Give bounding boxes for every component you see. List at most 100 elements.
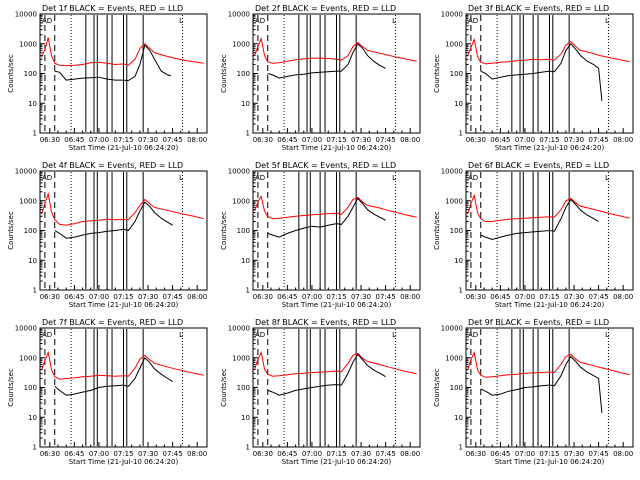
x-tick-label: 07:00 xyxy=(89,450,109,458)
y-tick-label: 1000 xyxy=(445,197,463,205)
x-tick-label: 07:00 xyxy=(302,293,322,301)
x-tick-label: 07:30 xyxy=(138,450,158,458)
x-tick-label: 06:30 xyxy=(253,293,273,301)
x-tick-label: 08:00 xyxy=(400,136,420,144)
series-line-lld xyxy=(254,36,417,64)
panel-3: Det 3f BLACK = Events, RED = LLD AD L 1 10 10… xyxy=(433,4,634,152)
y-tick-label: 100 xyxy=(24,70,37,78)
y-tick-label: 10000 xyxy=(228,325,250,333)
x-tick-label: 07:15 xyxy=(326,293,346,301)
y-tick-label: 100 xyxy=(237,70,250,78)
x-tick-label: 07:30 xyxy=(351,450,371,458)
x-tick-label: 07:30 xyxy=(564,450,584,458)
x-tick-label: 07:45 xyxy=(163,136,183,144)
y-tick-label: 10 xyxy=(28,414,37,422)
series-line-lld xyxy=(467,350,630,378)
series-line-events xyxy=(54,356,173,396)
y-tick-label: 1 xyxy=(33,287,37,295)
x-tick-label: 07:00 xyxy=(302,450,322,458)
x-tick-label: 07:15 xyxy=(113,136,133,144)
x-tick-label: 06:45 xyxy=(277,136,297,144)
corner-mark-right: L xyxy=(392,174,396,182)
y-tick-label: 10 xyxy=(28,257,37,265)
y-tick-label: 10 xyxy=(241,414,250,422)
x-tick-label: 08:00 xyxy=(187,293,207,301)
panel-title: Det 5f BLACK = Events, RED = LLD xyxy=(255,161,396,170)
series-line-lld xyxy=(254,195,417,220)
y-tick-label: 100 xyxy=(450,384,463,392)
y-tick-label: 1 xyxy=(459,287,463,295)
x-axis-label: Start Time (21-Jul-10 06:24:20) xyxy=(69,458,179,466)
panel-6: Det 6f BLACK = Events, RED = LLD AD L 1 10 10… xyxy=(433,161,634,309)
corner-mark-left: AD xyxy=(255,174,265,182)
x-tick-label: 06:30 xyxy=(253,136,273,144)
corner-mark-left: AD xyxy=(42,174,52,182)
y-tick-label: 1000 xyxy=(445,40,463,48)
y-tick-label: 1 xyxy=(459,444,463,452)
series-line-events xyxy=(267,42,386,79)
x-axis-label: Start Time (21-Jul-10 06:24:20) xyxy=(282,458,392,466)
x-tick-label: 07:45 xyxy=(376,293,396,301)
x-tick-label: 08:00 xyxy=(400,293,420,301)
series-line-events xyxy=(480,198,599,241)
series-line-events xyxy=(54,44,172,82)
y-axis-label: Counts/sec xyxy=(220,368,228,407)
series-line-lld xyxy=(467,37,630,65)
x-tick-label: 07:00 xyxy=(89,136,109,144)
x-tick-label: 07:00 xyxy=(515,136,535,144)
corner-mark-left: AD xyxy=(255,17,265,25)
y-axis-label: Counts/sec xyxy=(433,54,441,93)
x-tick-label: 08:00 xyxy=(187,450,207,458)
panel-title: Det 6f BLACK = Events, RED = LLD xyxy=(468,161,609,170)
x-tick-label: 06:30 xyxy=(466,136,486,144)
x-tick-label: 07:00 xyxy=(515,293,535,301)
y-tick-label: 100 xyxy=(450,227,463,235)
x-tick-label: 07:45 xyxy=(589,293,609,301)
x-tick-label: 08:00 xyxy=(613,293,633,301)
x-tick-label: 06:30 xyxy=(40,293,60,301)
panel-title: Det 1f BLACK = Events, RED = LLD xyxy=(42,4,183,13)
y-axis-label: Counts/sec xyxy=(7,368,15,407)
panel-9: Det 9f BLACK = Events, RED = LLD AD L 1 10 10… xyxy=(433,318,634,466)
corner-mark-right: L xyxy=(179,17,183,25)
y-tick-label: 10000 xyxy=(15,325,37,333)
panel-title: Det 9f BLACK = Events, RED = LLD xyxy=(468,318,609,327)
corner-mark-right: L xyxy=(605,174,609,182)
y-tick-label: 1000 xyxy=(232,197,250,205)
series-line-events xyxy=(480,355,603,413)
series-line-lld xyxy=(254,350,417,377)
x-tick-label: 07:00 xyxy=(515,450,535,458)
y-tick-label: 10 xyxy=(241,257,250,265)
y-tick-label: 1 xyxy=(459,130,463,138)
corner-mark-left: AD xyxy=(468,174,478,182)
series-line-lld xyxy=(467,193,630,222)
panel-4: Det 4f BLACK = Events, RED = LLD AD L 1 10 10… xyxy=(7,161,208,309)
x-tick-label: 06:45 xyxy=(490,450,510,458)
x-tick-label: 06:30 xyxy=(253,450,273,458)
corner-mark-right: L xyxy=(179,174,183,182)
corner-mark-left: AD xyxy=(255,331,265,339)
x-tick-label: 08:00 xyxy=(400,450,420,458)
y-tick-label: 1 xyxy=(246,444,250,452)
panel-2: Det 2f BLACK = Events, RED = LLD AD L 1 10 10… xyxy=(220,4,421,152)
y-tick-label: 100 xyxy=(237,227,250,235)
y-tick-label: 1 xyxy=(33,130,37,138)
corner-mark-right: L xyxy=(179,331,183,339)
x-tick-label: 07:15 xyxy=(539,293,559,301)
corner-mark-left: AD xyxy=(42,331,52,339)
x-tick-label: 07:30 xyxy=(138,136,158,144)
x-axis-label: Start Time (21-Jul-10 06:24:20) xyxy=(69,144,179,152)
x-tick-label: 07:45 xyxy=(589,450,609,458)
x-tick-label: 07:15 xyxy=(539,136,559,144)
y-tick-label: 1000 xyxy=(19,197,37,205)
y-tick-label: 1000 xyxy=(19,40,37,48)
x-tick-label: 07:30 xyxy=(564,136,584,144)
y-tick-label: 100 xyxy=(24,227,37,235)
x-tick-label: 07:30 xyxy=(138,293,158,301)
x-tick-label: 06:45 xyxy=(490,293,510,301)
x-tick-label: 07:45 xyxy=(376,136,396,144)
x-tick-label: 07:15 xyxy=(326,450,346,458)
y-tick-label: 10 xyxy=(454,414,463,422)
corner-mark-right: L xyxy=(392,331,396,339)
corner-mark-right: L xyxy=(392,17,396,25)
